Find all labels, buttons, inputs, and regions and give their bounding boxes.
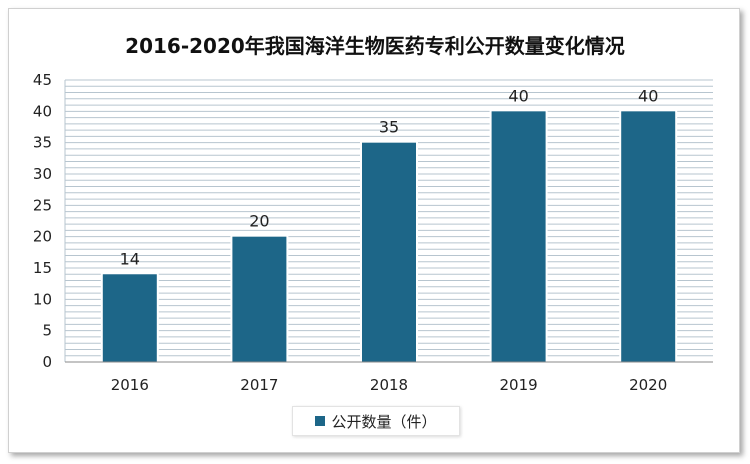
y-tick-label: 10 [33,290,52,308]
y-tick-label: 15 [33,259,52,277]
y-tick-label: 25 [33,196,52,214]
legend-label: 公开数量（件） [331,412,437,431]
y-tick-label: 20 [33,228,52,246]
x-tick-label: 2017 [240,376,278,394]
y-tick-label: 40 [33,102,52,120]
bar [621,111,676,362]
y-tick-label: 35 [33,134,52,152]
bar [491,111,546,362]
bar-value-label: 14 [120,249,140,268]
x-axis-tick-labels: 2016 2017 2018 2019 2020 [111,376,668,394]
legend: 公开数量（件） [292,406,460,436]
legend-swatch [315,416,326,426]
bar-value-label: 40 [508,86,528,105]
x-tick-label: 2020 [629,376,667,394]
bar-value-label: 40 [638,86,658,105]
y-tick-label: 45 [33,71,52,89]
x-tick-label: 2018 [370,376,408,394]
y-tick-label: 5 [42,322,52,340]
bars: 14 20 35 40 40 [100,86,678,362]
bar-value-label: 20 [249,212,269,231]
bar [102,274,157,362]
y-axis-tick-labels: 0 5 10 15 20 25 30 35 40 45 [33,71,52,371]
y-tick-label: 0 [42,353,52,371]
chart-title: 2016-2020年我国海洋生物医药专利公开数量变化情况 [125,34,625,58]
y-tick-label: 30 [33,165,52,183]
bar-value-label: 35 [379,118,399,137]
x-tick-label: 2019 [500,376,538,394]
bar [232,236,287,362]
bar [362,142,416,362]
x-tick-label: 2016 [111,376,149,394]
